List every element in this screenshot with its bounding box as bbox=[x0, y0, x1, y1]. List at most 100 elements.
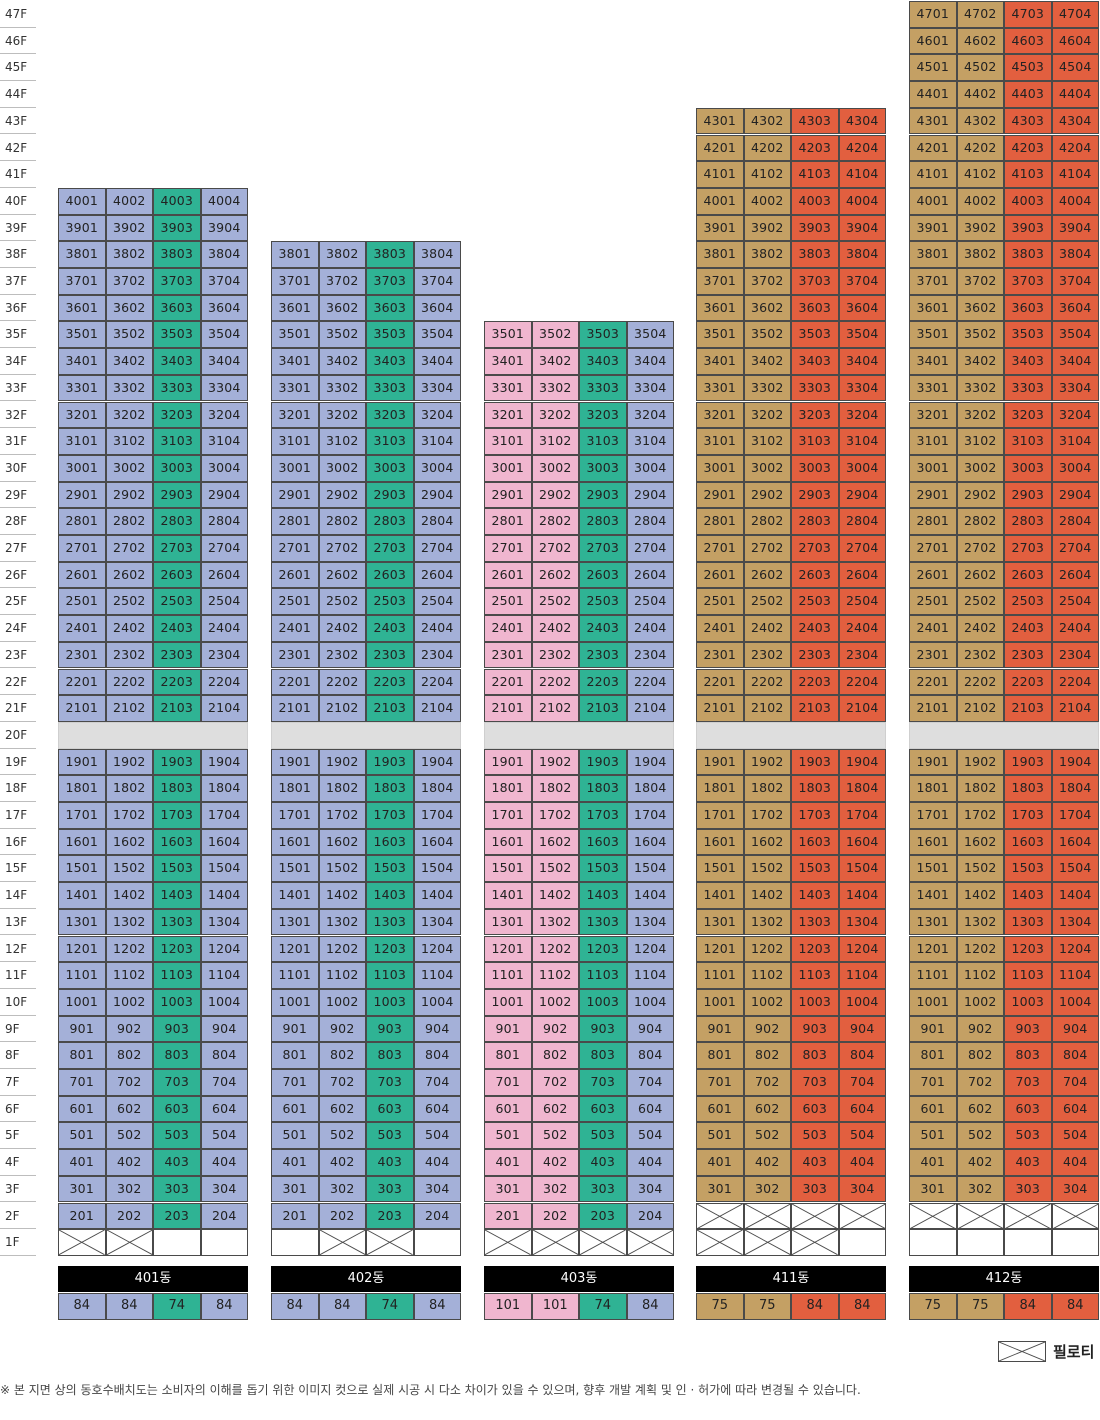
unit-cell[interactable]: 501 bbox=[271, 1122, 319, 1150]
unit-cell[interactable]: 2504 bbox=[1051, 588, 1099, 616]
unit-cell[interactable]: 2904 bbox=[626, 481, 674, 509]
unit-cell[interactable]: 3503 bbox=[366, 321, 414, 349]
unit-cell[interactable]: 3403 bbox=[791, 348, 839, 375]
unit-cell[interactable]: 3903 bbox=[791, 214, 839, 242]
unit-cell[interactable]: 3001 bbox=[484, 454, 532, 482]
unit-cell[interactable]: 3001 bbox=[58, 454, 106, 482]
unit-cell[interactable]: 4704 bbox=[1051, 1, 1099, 28]
unit-cell[interactable]: 1203 bbox=[791, 935, 839, 963]
unit-cell[interactable]: 1004 bbox=[1051, 988, 1099, 1016]
unit-cell[interactable]: 3202 bbox=[531, 401, 579, 429]
unit-cell[interactable]: 1401 bbox=[271, 882, 319, 909]
unit-cell[interactable]: 1001 bbox=[696, 988, 744, 1016]
unit-cell[interactable]: 702 bbox=[318, 1069, 366, 1096]
unit-cell[interactable]: 803 bbox=[579, 1042, 627, 1069]
unit-cell[interactable]: 3304 bbox=[626, 374, 674, 402]
unit-cell[interactable]: 1003 bbox=[1004, 988, 1052, 1016]
unit-cell[interactable]: 3901 bbox=[696, 214, 744, 242]
unit-cell[interactable]: 2704 bbox=[200, 535, 248, 562]
unit-cell[interactable]: 3201 bbox=[484, 401, 532, 429]
unit-cell[interactable]: 2604 bbox=[1051, 561, 1099, 589]
unit-cell[interactable]: 2202 bbox=[318, 668, 366, 696]
unit-cell[interactable]: 4004 bbox=[838, 187, 886, 215]
unit-cell[interactable]: 801 bbox=[58, 1042, 106, 1069]
unit-cell[interactable]: 903 bbox=[1004, 1015, 1052, 1043]
unit-cell[interactable]: 3104 bbox=[200, 428, 248, 455]
unit-cell[interactable]: 1403 bbox=[1004, 882, 1052, 909]
unit-cell[interactable]: 1202 bbox=[318, 935, 366, 963]
unit-cell[interactable]: 1203 bbox=[153, 935, 201, 963]
unit-cell[interactable]: 3703 bbox=[791, 268, 839, 295]
unit-cell[interactable]: 1202 bbox=[743, 935, 791, 963]
unit-cell[interactable]: 3201 bbox=[58, 401, 106, 429]
unit-cell[interactable]: 1102 bbox=[956, 962, 1004, 989]
unit-cell[interactable]: 201 bbox=[484, 1202, 532, 1230]
unit-cell[interactable]: 3503 bbox=[1004, 321, 1052, 349]
unit-cell[interactable]: 402 bbox=[743, 1149, 791, 1176]
unit-cell[interactable]: 3203 bbox=[153, 401, 201, 429]
unit-cell[interactable]: 2504 bbox=[838, 588, 886, 616]
unit-cell[interactable]: 2901 bbox=[909, 481, 957, 509]
unit-cell[interactable]: 1202 bbox=[956, 935, 1004, 963]
unit-cell[interactable]: 1604 bbox=[626, 828, 674, 856]
unit-cell[interactable]: 1101 bbox=[909, 962, 957, 989]
unit-cell[interactable]: 2801 bbox=[484, 508, 532, 535]
unit-cell[interactable]: 2703 bbox=[153, 535, 201, 562]
unit-cell[interactable]: 2603 bbox=[366, 561, 414, 589]
unit-cell[interactable]: 1104 bbox=[626, 962, 674, 989]
unit-cell[interactable]: 3403 bbox=[366, 348, 414, 375]
unit-cell[interactable]: 2402 bbox=[531, 615, 579, 642]
unit-cell[interactable]: 302 bbox=[318, 1175, 366, 1203]
unit-cell[interactable]: 3803 bbox=[366, 241, 414, 268]
unit-cell[interactable]: 2602 bbox=[531, 561, 579, 589]
unit-cell[interactable]: 1903 bbox=[1004, 748, 1052, 776]
unit-cell[interactable]: 1801 bbox=[484, 775, 532, 802]
unit-cell[interactable]: 4004 bbox=[200, 187, 248, 215]
unit-cell[interactable]: 1004 bbox=[200, 988, 248, 1016]
unit-cell[interactable]: 2304 bbox=[626, 641, 674, 669]
unit-cell[interactable]: 3404 bbox=[413, 348, 461, 375]
unit-cell[interactable]: 2503 bbox=[579, 588, 627, 616]
unit-cell[interactable]: 502 bbox=[956, 1122, 1004, 1150]
unit-cell[interactable]: 3104 bbox=[626, 428, 674, 455]
unit-cell[interactable]: 3603 bbox=[791, 294, 839, 322]
unit-cell[interactable]: 1203 bbox=[1004, 935, 1052, 963]
unit-cell[interactable]: 1102 bbox=[531, 962, 579, 989]
unit-cell[interactable]: 1401 bbox=[484, 882, 532, 909]
unit-cell[interactable]: 4201 bbox=[696, 134, 744, 162]
unit-cell[interactable]: 1903 bbox=[366, 748, 414, 776]
unit-cell[interactable]: 1803 bbox=[1004, 775, 1052, 802]
unit-cell[interactable]: 401 bbox=[484, 1149, 532, 1176]
unit-cell[interactable]: 3004 bbox=[1051, 454, 1099, 482]
unit-cell[interactable]: 2602 bbox=[743, 561, 791, 589]
unit-cell[interactable]: 4404 bbox=[1051, 81, 1099, 108]
unit-cell[interactable]: 2601 bbox=[58, 561, 106, 589]
unit-cell[interactable]: 2404 bbox=[626, 615, 674, 642]
unit-cell[interactable]: 2804 bbox=[838, 508, 886, 535]
unit-cell[interactable]: 402 bbox=[105, 1149, 153, 1176]
unit-cell[interactable]: 604 bbox=[413, 1095, 461, 1123]
unit-cell[interactable]: 4202 bbox=[956, 134, 1004, 162]
unit-cell[interactable]: 1204 bbox=[1051, 935, 1099, 963]
unit-cell[interactable]: 3603 bbox=[366, 294, 414, 322]
unit-cell[interactable]: 4301 bbox=[909, 107, 957, 135]
unit-cell[interactable]: 1901 bbox=[696, 748, 744, 776]
unit-cell[interactable]: 1603 bbox=[579, 828, 627, 856]
unit-cell[interactable]: 2101 bbox=[484, 695, 532, 722]
unit-cell[interactable]: 1601 bbox=[696, 828, 744, 856]
unit-cell[interactable]: 3702 bbox=[318, 268, 366, 295]
unit-cell[interactable]: 3103 bbox=[791, 428, 839, 455]
unit-cell[interactable]: 3104 bbox=[1051, 428, 1099, 455]
unit-cell[interactable]: 4304 bbox=[1051, 107, 1099, 135]
unit-cell[interactable]: 1902 bbox=[956, 748, 1004, 776]
unit-cell[interactable]: 2601 bbox=[271, 561, 319, 589]
unit-cell[interactable]: 3502 bbox=[105, 321, 153, 349]
unit-cell[interactable]: 3302 bbox=[531, 374, 579, 402]
unit-cell[interactable]: 2801 bbox=[909, 508, 957, 535]
unit-cell[interactable]: 2802 bbox=[105, 508, 153, 535]
unit-cell[interactable]: 1703 bbox=[1004, 802, 1052, 829]
unit-cell[interactable]: 4104 bbox=[1051, 161, 1099, 188]
unit-cell[interactable]: 402 bbox=[531, 1149, 579, 1176]
unit-cell[interactable]: 3002 bbox=[531, 454, 579, 482]
unit-cell[interactable]: 2902 bbox=[956, 481, 1004, 509]
